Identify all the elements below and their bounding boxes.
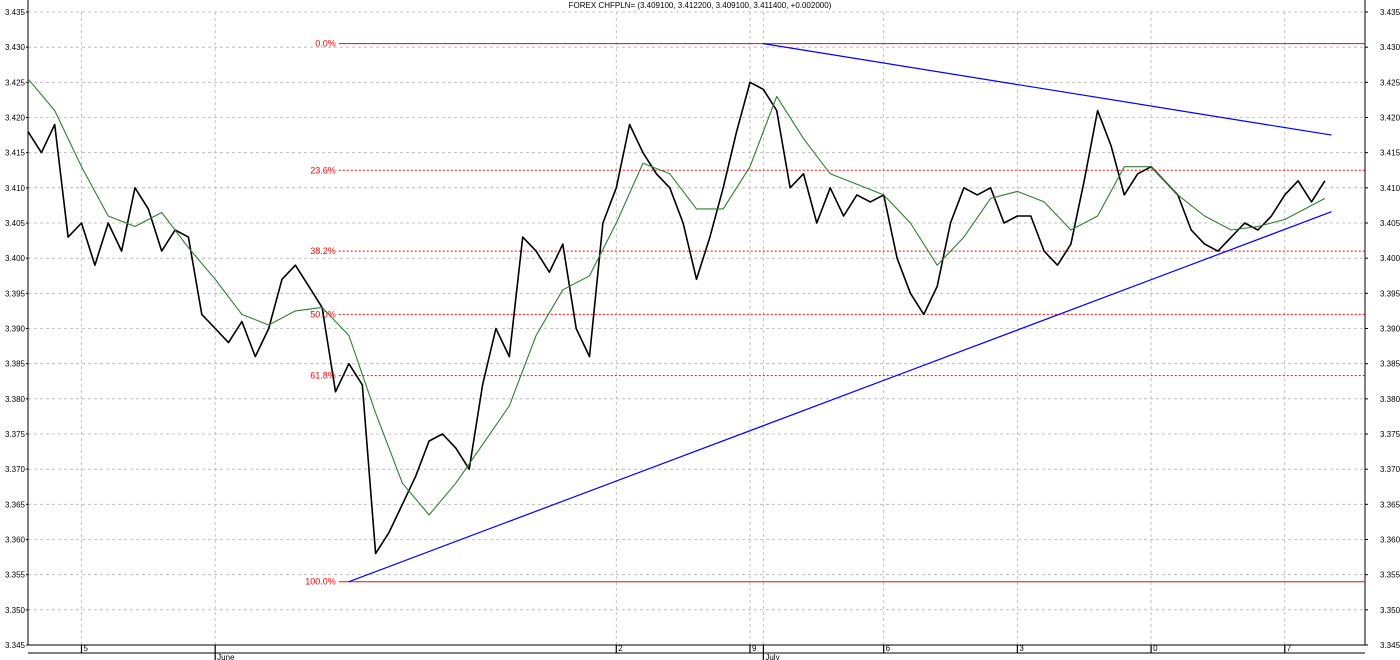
y-tick-label-right: 3.385 xyxy=(1380,360,1400,369)
fib-level-label: 100.0% xyxy=(305,577,336,587)
x-month-label: June xyxy=(217,653,235,660)
x-tick-label: 7 xyxy=(1287,644,1292,653)
y-tick-label-left: 3.405 xyxy=(5,219,26,228)
price-series-line xyxy=(27,81,1326,555)
x-tick-label: 9 xyxy=(752,644,757,653)
y-tick-label-right: 3.400 xyxy=(1380,254,1400,263)
moving-average-line xyxy=(27,78,1326,516)
y-tick-label-left: 3.350 xyxy=(5,606,26,615)
fib-level-label: 0.0% xyxy=(315,39,336,49)
y-tick-label-left: 3.370 xyxy=(5,465,26,474)
y-tick-label-right: 3.365 xyxy=(1380,500,1400,509)
x-tick-label: 2 xyxy=(618,644,623,653)
y-tick-label-right: 3.370 xyxy=(1380,465,1400,474)
y-tick-label-left: 3.400 xyxy=(5,254,26,263)
series xyxy=(27,78,1326,555)
y-tick-label-right: 3.395 xyxy=(1380,289,1400,298)
x-tick-label: 3 xyxy=(1019,644,1024,653)
trendline xyxy=(348,211,1332,583)
y-tick-label-left: 3.390 xyxy=(5,325,26,334)
y-tick-label-left: 3.365 xyxy=(5,500,26,509)
y-tick-label-right: 3.345 xyxy=(1380,641,1400,650)
y-tick-label-left: 3.360 xyxy=(5,536,26,545)
trendline xyxy=(763,43,1332,136)
y-tick-label-right: 3.355 xyxy=(1380,571,1400,580)
y-tick-label-left: 3.345 xyxy=(5,641,26,650)
y-tick-label-left: 3.385 xyxy=(5,360,26,369)
y-tick-label-right: 3.425 xyxy=(1380,78,1400,87)
y-tick-label-right: 3.435 xyxy=(1380,8,1400,17)
y-tick-label-left: 3.425 xyxy=(5,78,26,87)
x-tick-label: 5 xyxy=(83,644,88,653)
y-tick-label-left: 3.415 xyxy=(5,149,26,158)
y-tick-label-right: 3.405 xyxy=(1380,219,1400,228)
y-tick-label-left: 3.420 xyxy=(5,114,26,123)
y-tick-label-right: 3.375 xyxy=(1380,430,1400,439)
y-tick-label-right: 3.410 xyxy=(1380,184,1400,193)
y-tick-label-right: 3.390 xyxy=(1380,325,1400,334)
axes: 3.345 3.345 3.350 3.350 3.355 3.355 3.360 3.360… xyxy=(5,0,1400,660)
y-tick-label-left: 3.410 xyxy=(5,184,26,193)
y-tick-label-right: 3.380 xyxy=(1380,395,1400,404)
y-tick-label-left: 3.380 xyxy=(5,395,26,404)
y-tick-label-left: 3.355 xyxy=(5,571,26,580)
fib-level-label: 38.2% xyxy=(310,246,336,256)
y-tick-label-left: 3.375 xyxy=(5,430,26,439)
fib-level-label: 61.8% xyxy=(310,371,336,381)
fib-level-label: 23.6% xyxy=(310,165,336,175)
y-tick-label-right: 3.430 xyxy=(1380,43,1400,52)
y-tick-label-right: 3.360 xyxy=(1380,536,1400,545)
y-tick-label-right: 3.420 xyxy=(1380,114,1400,123)
y-tick-label-right: 3.415 xyxy=(1380,149,1400,158)
x-tick-label: 6 xyxy=(886,644,891,653)
fibonacci-levels: 0.0%23.6%38.2%50.0%61.8%100.0% xyxy=(305,39,1365,587)
x-tick-label: 0 xyxy=(1153,644,1158,653)
y-tick-label-left: 3.395 xyxy=(5,289,26,298)
y-tick-label-right: 3.350 xyxy=(1380,606,1400,615)
grid xyxy=(28,11,1365,646)
y-tick-label-left: 3.430 xyxy=(5,43,26,52)
y-tick-label-left: 3.435 xyxy=(5,8,26,17)
chart-title: FOREX CHFPLN= (3.409100, 3.412200, 3.409… xyxy=(569,1,832,10)
trendlines xyxy=(348,43,1332,583)
x-month-label: July xyxy=(765,653,779,660)
